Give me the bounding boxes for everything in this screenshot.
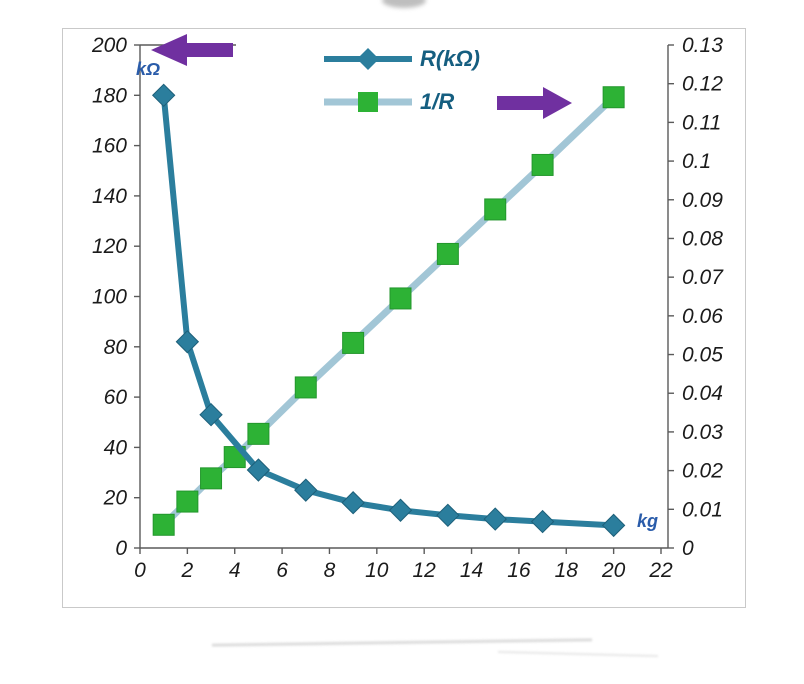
- right-axis-tick-label: 0.02: [682, 460, 723, 483]
- series-marker-diamond: [246, 458, 271, 482]
- right-axis-tick-label: 0.12: [682, 73, 723, 96]
- right-axis-tick-label: 0.13: [682, 34, 723, 57]
- left-axis-tick-label: 80: [104, 336, 128, 359]
- x-axis-tick-label: 4: [229, 559, 241, 582]
- legend-label-conductance: 1/R: [420, 89, 455, 114]
- right-axis-tick-label: 0.11: [682, 111, 721, 134]
- left-axis-arrow-icon: [151, 34, 233, 66]
- series-marker-square: [176, 490, 199, 513]
- left-axis-tick-label: 60: [104, 386, 128, 409]
- right-axis-tick-label: 0.1: [682, 150, 711, 173]
- series-marker-square: [602, 86, 625, 109]
- left-axis-tick-label: 40: [104, 436, 128, 459]
- right-axis-tick-label: 0.04: [682, 382, 723, 405]
- series-marker-diamond: [151, 83, 176, 108]
- series-marker-square: [247, 422, 270, 445]
- x-axis-tick-label: 20: [601, 559, 626, 582]
- left-axis-tick-label: 100: [92, 286, 127, 309]
- left-axis-tick-label: 0: [115, 537, 127, 560]
- legend-item-resistance: R(kΩ): [322, 44, 480, 74]
- series-marker-square: [484, 198, 507, 221]
- right-axis-tick-label: 0.08: [682, 227, 723, 250]
- right-axis-tick-label: 0.07: [682, 266, 724, 289]
- series-marker-diamond: [388, 498, 413, 522]
- legend-item-conductance: 1/R: [322, 87, 480, 117]
- series-marker-square: [389, 287, 412, 310]
- x-axis-tick-label: 16: [507, 559, 531, 582]
- series-marker-square: [342, 331, 365, 354]
- series-marker-diamond: [530, 509, 555, 534]
- left-axis-tick-label: 140: [92, 185, 127, 208]
- series-marker-diamond: [199, 402, 223, 427]
- left-axis-tick-label: 180: [92, 84, 127, 107]
- left-axis-unit-label: kΩ: [136, 59, 161, 79]
- legend-label-resistance: R(kΩ): [420, 46, 480, 71]
- x-axis-tick-label: 22: [648, 559, 673, 582]
- series-marker-diamond: [175, 330, 200, 354]
- x-axis-tick-label: 2: [181, 559, 194, 582]
- series-marker-square: [152, 513, 175, 536]
- axes-layer: 02040608010012014016018020000.010.020.03…: [91, 34, 724, 582]
- x-axis-tick-label: 6: [276, 559, 288, 582]
- series-marker-square: [531, 153, 554, 176]
- right-axis-tick-label: 0.03: [682, 421, 723, 444]
- series-marker-diamond: [341, 491, 365, 515]
- left-axis-tick-label: 160: [92, 135, 127, 158]
- x-axis-tick-label: 8: [324, 559, 336, 582]
- legend-swatch-resistance: [324, 48, 412, 70]
- left-axis-tick-label: 200: [91, 34, 127, 57]
- x-axis-tick-label: 14: [460, 559, 483, 582]
- series-marker-square: [200, 467, 223, 490]
- x-axis-unit-label: kg: [637, 511, 659, 531]
- legend-diamond-icon: [357, 48, 379, 70]
- right-axis-tick-label: 0.06: [682, 305, 723, 328]
- series-marker-diamond: [436, 503, 460, 528]
- x-axis-tick-label: 12: [413, 559, 437, 582]
- left-axis-tick-label: 120: [92, 235, 127, 258]
- series-marker-square: [294, 376, 317, 399]
- right-axis-tick-label: 0.09: [682, 189, 723, 212]
- series-layer: [151, 83, 626, 538]
- series-marker-square: [436, 242, 459, 265]
- series-marker-diamond: [601, 513, 626, 538]
- legend-square-icon: [358, 92, 378, 112]
- right-axis-arrow-icon: [497, 87, 572, 119]
- x-axis-tick-label: 18: [555, 559, 579, 582]
- right-axis-tick-label: 0: [682, 537, 694, 560]
- series-marker-diamond: [483, 507, 507, 531]
- right-axis-tick-label: 0.01: [682, 498, 723, 521]
- series-marker-diamond: [294, 478, 318, 502]
- chart-legend: R(kΩ) 1/R: [322, 44, 480, 130]
- right-axis-tick-label: 0.05: [682, 344, 723, 367]
- left-axis-tick-label: 20: [103, 487, 128, 510]
- legend-swatch-conductance: [324, 92, 412, 112]
- x-axis-tick-label: 0: [134, 559, 146, 582]
- x-axis-tick-label: 10: [365, 559, 389, 582]
